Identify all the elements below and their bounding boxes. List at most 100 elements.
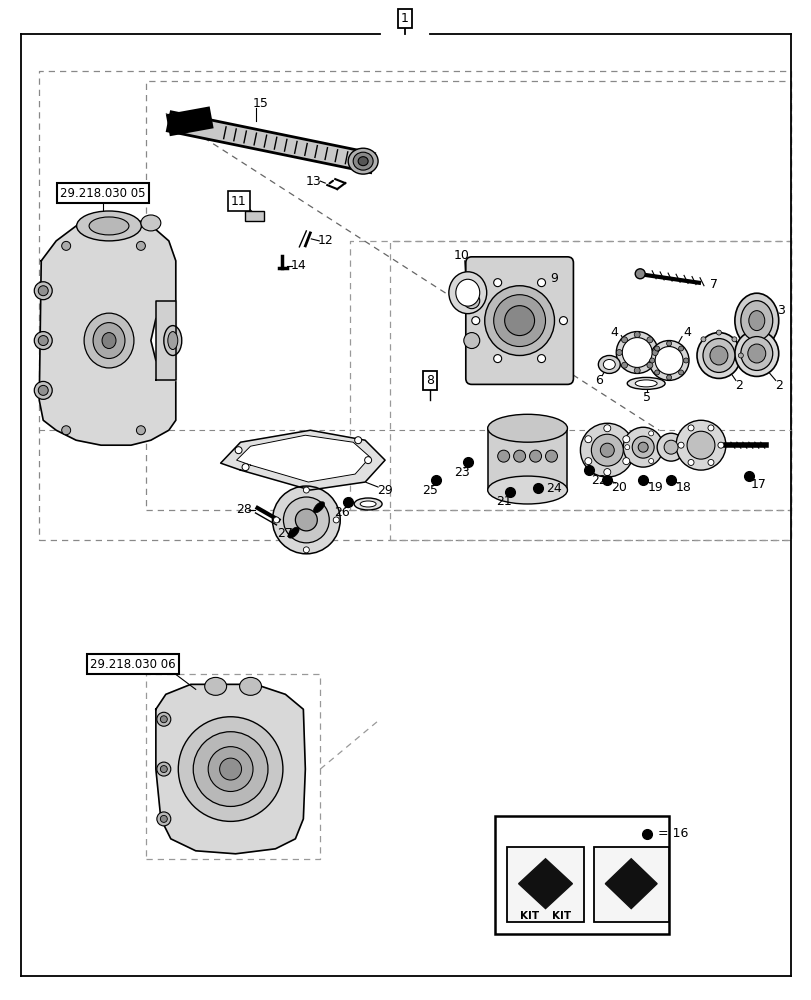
Ellipse shape	[584, 436, 591, 443]
Text: 29: 29	[377, 484, 393, 497]
Ellipse shape	[622, 436, 629, 443]
Text: 9: 9	[550, 272, 558, 285]
Ellipse shape	[632, 436, 654, 458]
Ellipse shape	[616, 350, 621, 355]
Ellipse shape	[34, 381, 52, 399]
Ellipse shape	[545, 450, 557, 462]
Ellipse shape	[646, 362, 652, 368]
Ellipse shape	[676, 420, 725, 470]
Ellipse shape	[537, 279, 545, 287]
Text: 26: 26	[334, 506, 350, 519]
Ellipse shape	[677, 442, 683, 448]
Ellipse shape	[731, 337, 736, 342]
Ellipse shape	[709, 346, 727, 365]
Ellipse shape	[38, 286, 48, 296]
Ellipse shape	[537, 355, 545, 363]
Ellipse shape	[178, 717, 282, 821]
Ellipse shape	[634, 380, 656, 387]
Ellipse shape	[663, 440, 677, 454]
Ellipse shape	[272, 486, 340, 554]
Ellipse shape	[748, 311, 764, 331]
Ellipse shape	[76, 211, 141, 241]
Ellipse shape	[648, 431, 653, 436]
Ellipse shape	[62, 241, 71, 250]
Polygon shape	[39, 221, 175, 445]
Text: 2: 2	[774, 379, 782, 392]
Ellipse shape	[648, 458, 653, 463]
Ellipse shape	[633, 332, 639, 338]
Ellipse shape	[683, 358, 688, 363]
Ellipse shape	[687, 425, 693, 431]
Text: 21: 21	[496, 495, 511, 508]
Ellipse shape	[89, 217, 129, 235]
Polygon shape	[236, 435, 370, 482]
Ellipse shape	[666, 341, 671, 346]
Text: 13: 13	[305, 175, 321, 188]
Ellipse shape	[204, 677, 226, 695]
Ellipse shape	[235, 447, 242, 454]
Ellipse shape	[242, 464, 249, 471]
Ellipse shape	[624, 445, 629, 450]
Ellipse shape	[160, 716, 167, 723]
Ellipse shape	[239, 677, 261, 695]
Ellipse shape	[273, 517, 279, 523]
Text: 20: 20	[611, 481, 626, 494]
Ellipse shape	[493, 279, 501, 287]
Ellipse shape	[208, 747, 253, 791]
Ellipse shape	[38, 336, 48, 346]
Ellipse shape	[715, 330, 720, 335]
Ellipse shape	[463, 293, 479, 309]
Ellipse shape	[626, 377, 664, 389]
Polygon shape	[221, 430, 384, 490]
Ellipse shape	[603, 359, 615, 369]
Ellipse shape	[656, 433, 684, 461]
Ellipse shape	[620, 362, 627, 368]
Text: 24: 24	[546, 482, 562, 495]
Ellipse shape	[654, 347, 682, 374]
Text: KIT: KIT	[551, 911, 570, 921]
Ellipse shape	[646, 337, 652, 343]
Text: 29.218.030 05: 29.218.030 05	[60, 187, 146, 200]
Ellipse shape	[38, 385, 48, 395]
Text: 12: 12	[317, 234, 333, 247]
Bar	[487, 428, 567, 490]
Text: = 16: = 16	[654, 827, 688, 840]
Ellipse shape	[707, 459, 713, 465]
Ellipse shape	[283, 497, 328, 543]
Polygon shape	[518, 859, 572, 909]
Ellipse shape	[584, 458, 591, 465]
Ellipse shape	[678, 370, 683, 375]
Text: 19: 19	[646, 481, 663, 494]
Ellipse shape	[616, 332, 658, 373]
Text: 4: 4	[682, 326, 690, 339]
Ellipse shape	[364, 457, 371, 464]
Bar	[244, 211, 264, 221]
Ellipse shape	[648, 341, 689, 380]
Ellipse shape	[497, 450, 509, 462]
Ellipse shape	[637, 442, 647, 452]
Ellipse shape	[654, 370, 659, 375]
Ellipse shape	[740, 337, 772, 370]
Ellipse shape	[493, 355, 501, 363]
Ellipse shape	[651, 350, 658, 355]
Ellipse shape	[529, 450, 541, 462]
Ellipse shape	[84, 313, 134, 368]
Ellipse shape	[707, 425, 713, 431]
Ellipse shape	[493, 295, 545, 347]
Text: 17: 17	[750, 478, 766, 491]
Ellipse shape	[580, 423, 633, 477]
FancyBboxPatch shape	[466, 257, 573, 384]
Ellipse shape	[687, 459, 693, 465]
Ellipse shape	[354, 437, 361, 444]
Ellipse shape	[734, 293, 778, 348]
Ellipse shape	[93, 323, 125, 358]
Polygon shape	[156, 684, 305, 854]
Text: 7: 7	[709, 278, 717, 291]
Text: 25: 25	[422, 484, 437, 497]
Text: 1: 1	[401, 12, 409, 25]
Ellipse shape	[737, 353, 742, 358]
Ellipse shape	[313, 502, 324, 513]
Text: 15: 15	[252, 97, 268, 110]
Ellipse shape	[295, 509, 317, 531]
Ellipse shape	[303, 487, 309, 493]
